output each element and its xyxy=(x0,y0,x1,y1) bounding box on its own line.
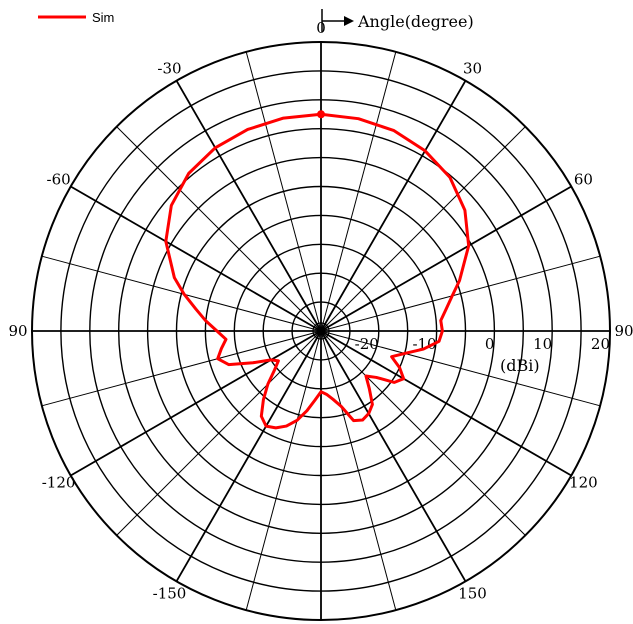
radial-unit-label: (dBi) xyxy=(500,356,540,375)
radial-tick-labels: -20 -10 0 10 20 xyxy=(355,335,610,353)
angle-tick-label: 60 xyxy=(574,171,593,189)
grid-spoke xyxy=(320,330,601,407)
radial-tick-label: -20 xyxy=(355,335,379,353)
grid-spoke xyxy=(70,185,322,332)
grid-spoke xyxy=(175,80,322,332)
grid-spoke xyxy=(116,330,322,536)
grid-spoke xyxy=(320,330,526,536)
angle-tick-label: 30 xyxy=(463,60,482,78)
grid-spoke xyxy=(320,255,601,332)
angle-tick-label: 90 xyxy=(8,322,27,340)
angle-tick-label: -30 xyxy=(157,60,181,78)
grid-spoke xyxy=(320,51,397,332)
angle-tick-label: 90 xyxy=(614,322,633,340)
grid-spoke xyxy=(175,330,322,582)
grid-spoke xyxy=(320,80,467,332)
radial-tick-label: -10 xyxy=(412,335,436,353)
angle-tick-label: -60 xyxy=(47,171,71,189)
series-line-sim xyxy=(164,112,471,430)
angle-direction-indicator: Angle(degree) xyxy=(321,9,474,32)
grid-spoke xyxy=(41,255,322,332)
direction-arrow-head xyxy=(344,16,354,26)
legend-label-sim: Sim xyxy=(92,10,114,25)
radial-tick-label: 20 xyxy=(591,335,610,353)
angle-tick-label: -150 xyxy=(153,584,187,602)
grid-spoke xyxy=(320,185,572,332)
grid-spoke xyxy=(320,330,572,477)
series-layer xyxy=(164,110,471,430)
angle-tick-label: -120 xyxy=(42,474,76,492)
angle-tick-label: 120 xyxy=(569,474,598,492)
radial-tick-label: 0 xyxy=(485,335,495,353)
grid-spoke xyxy=(245,51,322,332)
grid-spoke xyxy=(41,330,322,407)
grid-spoke xyxy=(245,330,322,611)
legend: Sim xyxy=(38,10,114,25)
grid-spoke xyxy=(116,126,322,332)
radial-tick-label: 10 xyxy=(533,335,552,353)
series-marker-sim xyxy=(317,110,325,119)
grid-spoke xyxy=(320,330,397,611)
direction-label: Angle(degree) xyxy=(357,12,474,31)
grid-spoke xyxy=(320,126,526,332)
polar-grid xyxy=(31,41,611,621)
angle-tick-label: 0 xyxy=(316,19,326,37)
grid-spoke xyxy=(70,330,322,477)
grid-spoke xyxy=(320,330,467,582)
angle-tick-label: 150 xyxy=(458,584,487,602)
